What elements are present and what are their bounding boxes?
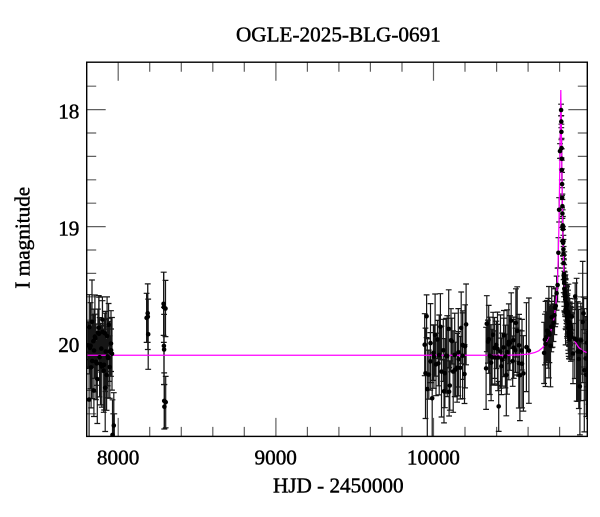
svg-text:9000: 9000 <box>255 445 297 469</box>
svg-text:10000: 10000 <box>407 445 460 469</box>
svg-text:OGLE-2025-BLG-0691: OGLE-2025-BLG-0691 <box>236 23 441 47</box>
svg-text:18: 18 <box>58 100 79 124</box>
svg-text:19: 19 <box>58 216 79 240</box>
svg-text:8000: 8000 <box>97 445 139 469</box>
svg-text:HJD - 2450000: HJD - 2450000 <box>273 474 404 498</box>
svg-text:I magnitude: I magnitude <box>11 187 35 289</box>
svg-text:20: 20 <box>58 333 79 357</box>
